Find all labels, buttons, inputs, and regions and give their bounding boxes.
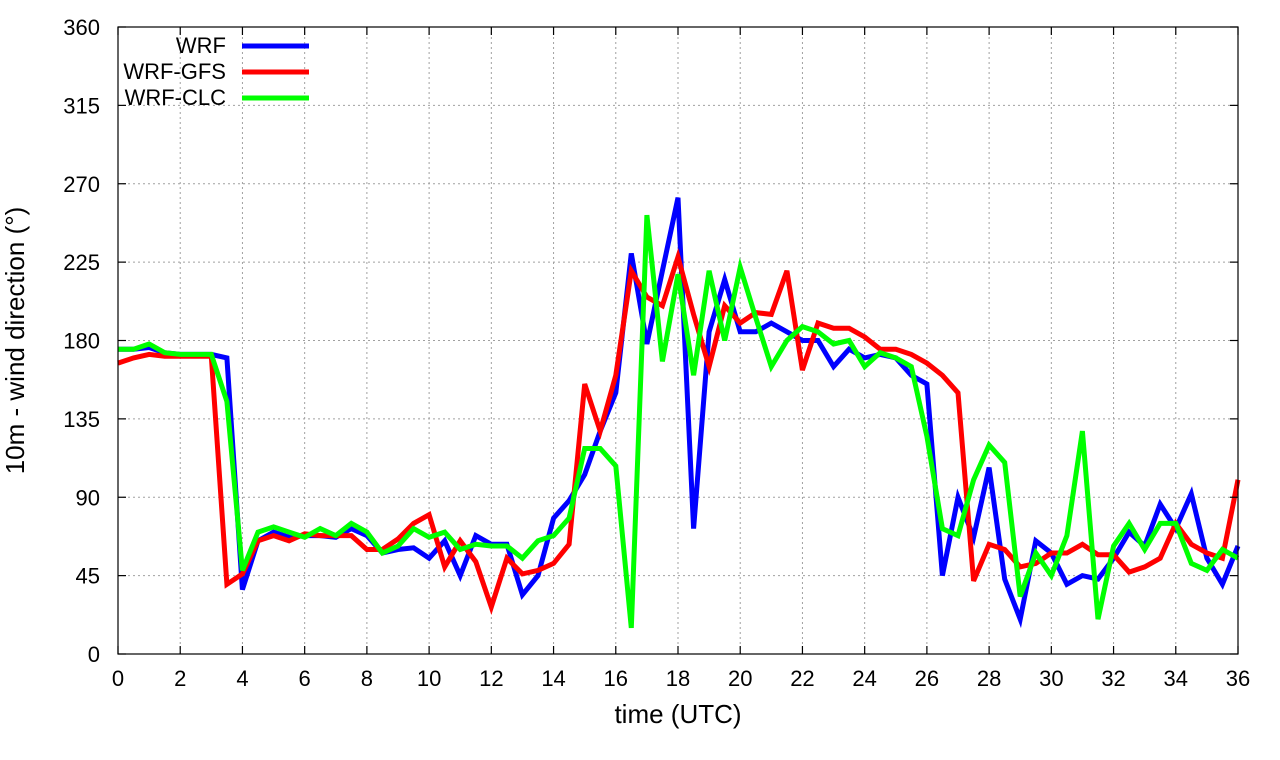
y-tick-label: 45 xyxy=(76,564,100,589)
x-tick-label: 6 xyxy=(299,666,311,691)
y-tick-label: 225 xyxy=(63,250,100,275)
y-tick-label: 360 xyxy=(63,15,100,40)
axis-ticks xyxy=(117,26,1239,655)
x-tick-label: 26 xyxy=(915,666,939,691)
x-tick-label: 18 xyxy=(666,666,690,691)
x-tick-label: 10 xyxy=(417,666,441,691)
x-tick-label: 0 xyxy=(112,666,124,691)
x-tick-label: 20 xyxy=(728,666,752,691)
y-tick-label: 90 xyxy=(76,485,100,510)
legend-label: WRF xyxy=(176,33,226,58)
x-tick-label: 16 xyxy=(604,666,628,691)
y-axis-title: 10m - wind direction (°) xyxy=(0,207,30,475)
x-tick-label: 24 xyxy=(852,666,876,691)
x-tick-label: 30 xyxy=(1039,666,1063,691)
x-tick-label: 34 xyxy=(1164,666,1188,691)
x-tick-labels: 0 2 4 6 8 10 12 14 16 18 20 22 24 26 28 30 32 34 36 xyxy=(112,666,1250,691)
x-tick-label: 14 xyxy=(541,666,565,691)
y-tick-label: 180 xyxy=(63,329,100,354)
x-tick-label: 32 xyxy=(1101,666,1125,691)
legend-label: WRF-CLC xyxy=(125,85,227,110)
series-line-wrf-clc xyxy=(118,214,1240,629)
x-tick-label: 8 xyxy=(361,666,373,691)
x-tick-label: 28 xyxy=(977,666,1001,691)
x-tick-label: 4 xyxy=(236,666,248,691)
x-tick-label: 36 xyxy=(1226,666,1250,691)
y-tick-label: 270 xyxy=(63,172,100,197)
x-tick-label: 12 xyxy=(479,666,503,691)
x-tick-label: 22 xyxy=(790,666,814,691)
x-axis-title: time (UTC) xyxy=(614,699,741,729)
series-lines xyxy=(117,197,1241,629)
x-tick-label: 2 xyxy=(174,666,186,691)
y-tick-label: 315 xyxy=(63,93,100,118)
grid xyxy=(118,27,1238,654)
y-tick-labels: 0 45 90 135 180 225 270 315 360 xyxy=(63,15,100,667)
y-tick-label: 0 xyxy=(88,642,100,667)
legend-label: WRF-GFS xyxy=(123,59,226,84)
y-tick-label: 135 xyxy=(63,407,100,432)
series-line-wrf-gfs xyxy=(117,248,1241,615)
